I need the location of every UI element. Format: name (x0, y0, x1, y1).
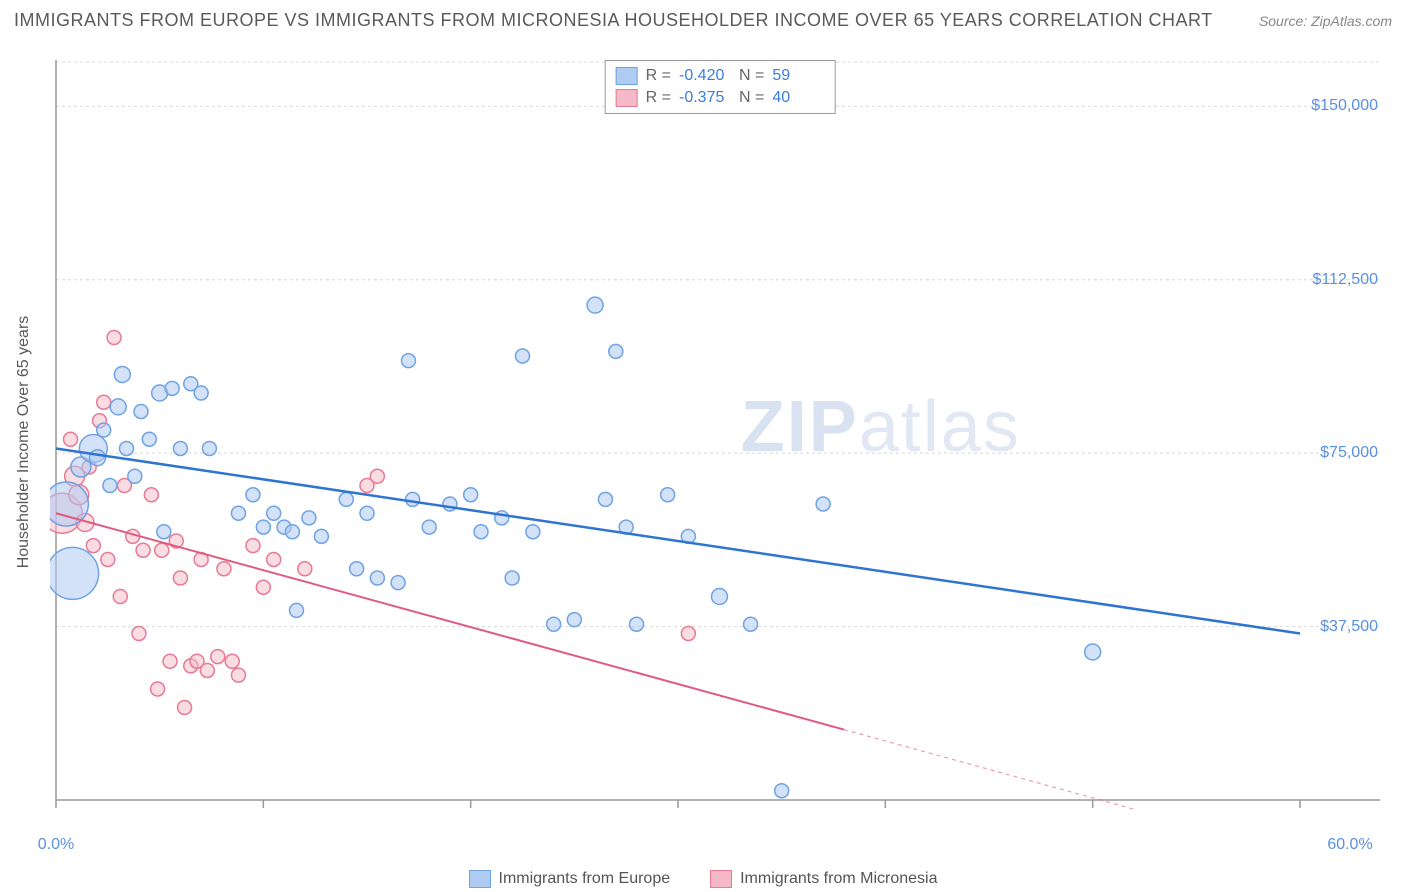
stat-n-value: 59 (772, 67, 824, 85)
stat-n-label: N = (739, 89, 764, 107)
swatch-icon (616, 89, 638, 107)
legend-label: Immigrants from Micronesia (740, 870, 937, 888)
stat-r-label: R = (646, 89, 671, 107)
swatch-icon (616, 67, 638, 85)
chart-header: IMMIGRANTS FROM EUROPE VS IMMIGRANTS FRO… (14, 10, 1392, 31)
stat-r-label: R = (646, 67, 671, 85)
y-axis-label: Householder Income Over 65 years (15, 316, 33, 569)
chart-title: IMMIGRANTS FROM EUROPE VS IMMIGRANTS FRO… (14, 10, 1213, 31)
legend-label: Immigrants from Europe (499, 870, 671, 888)
y-tick-label: $75,000 (1320, 444, 1378, 462)
source-label: Source: ZipAtlas.com (1259, 13, 1392, 29)
x-tick-label: 60.0% (1327, 836, 1372, 854)
x-tick-label: 0.0% (38, 836, 74, 854)
stat-r-value: -0.375 (679, 89, 731, 107)
y-tick-label: $150,000 (1311, 97, 1378, 115)
stats-row-0: R = -0.420 N = 59 (616, 65, 825, 87)
y-tick-label: $37,500 (1320, 618, 1378, 636)
stats-legend: R = -0.420 N = 59 R = -0.375 N = 40 (605, 60, 836, 114)
swatch-icon (469, 870, 491, 888)
stat-r-value: -0.420 (679, 67, 731, 85)
legend-item-europe: Immigrants from Europe (469, 870, 671, 888)
scatter-plot (50, 56, 1390, 828)
stats-row-1: R = -0.375 N = 40 (616, 87, 825, 109)
swatch-icon (710, 870, 732, 888)
chart-area: Householder Income Over 65 years ZIPatla… (50, 56, 1390, 828)
stat-n-value: 40 (772, 89, 824, 107)
legend-bottom: Immigrants from Europe Immigrants from M… (0, 870, 1406, 888)
stat-n-label: N = (739, 67, 764, 85)
legend-item-micronesia: Immigrants from Micronesia (710, 870, 937, 888)
y-tick-label: $112,500 (1312, 271, 1378, 289)
